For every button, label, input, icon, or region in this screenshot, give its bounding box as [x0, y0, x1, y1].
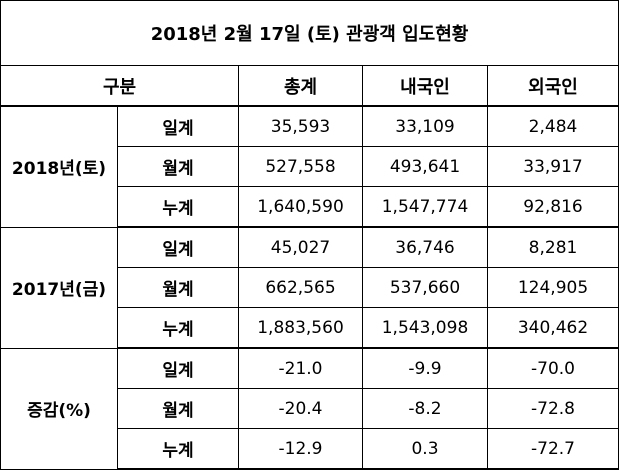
value-cell: 1,640,590: [238, 186, 363, 228]
table-row: 구분 총계 내국인 외국인: [0, 65, 619, 107]
row-label: 일계: [117, 347, 239, 389]
value-cell: -12.9: [238, 428, 363, 470]
table-row: 누계 1,883,560 1,543,098 340,462: [1, 307, 619, 349]
value-cell: 537,660: [362, 267, 488, 308]
value-cell: 124,905: [486, 267, 619, 308]
group-label: 2018년(토): [0, 105, 118, 228]
value-cell: -72.8: [486, 388, 619, 429]
row-label: 월계: [117, 267, 239, 308]
value-cell: 527,558: [238, 146, 363, 187]
table-title: 2018년 2월 17일 (토) 관광객 입도현황: [0, 0, 619, 66]
row-label: 일계: [117, 105, 239, 147]
column-header: 내국인: [362, 65, 488, 107]
value-cell: -21.0: [238, 347, 363, 389]
value-cell: 493,641: [362, 146, 488, 187]
table-row: 2017년(금) 일계 45,027 36,746 8,281: [0, 226, 619, 349]
row-label: 누계: [117, 428, 239, 470]
group-label: 증감(%): [0, 347, 118, 470]
table-row: 증감(%) 일계 -21.0 -9.9 -70.0: [0, 347, 619, 470]
value-cell: 1,547,774: [362, 186, 488, 228]
table-row: 누계 1,640,590 1,547,774 92,816: [1, 186, 619, 228]
table-row: 월계 527,558 493,641 33,917: [1, 146, 619, 187]
value-cell: -72.7: [486, 428, 619, 470]
group-label: 2017년(금): [0, 226, 118, 349]
row-label: 일계: [117, 226, 239, 268]
value-cell: -70.0: [486, 347, 619, 389]
value-cell: 8,281: [486, 226, 619, 268]
table-row: 월계 662,565 537,660 124,905: [1, 267, 619, 308]
column-header: 구분: [0, 65, 239, 107]
value-cell: 1,883,560: [238, 307, 363, 349]
row-label: 월계: [117, 388, 239, 429]
value-cell: 92,816: [486, 186, 619, 228]
value-cell: 340,462: [486, 307, 619, 349]
row-label: 누계: [117, 186, 239, 228]
value-cell: 45,027: [238, 226, 363, 268]
table-row: 누계 -12.9 0.3 -72.7: [1, 428, 619, 470]
value-cell: 36,746: [362, 226, 488, 268]
table-row: 2018년(토) 일계 35,593 33,109 2,484: [0, 105, 619, 228]
column-header: 총계: [238, 65, 363, 107]
value-cell: 35,593: [238, 105, 363, 147]
value-cell: -9.9: [362, 347, 488, 389]
column-header: 외국인: [486, 65, 619, 107]
table-row: 2018년 2월 17일 (토) 관광객 입도현황: [0, 0, 619, 66]
table-row: 월계 -20.4 -8.2 -72.8: [1, 388, 619, 429]
value-cell: -8.2: [362, 388, 488, 429]
value-cell: 1,543,098: [362, 307, 488, 349]
value-cell: 33,109: [362, 105, 488, 147]
value-cell: 0.3: [362, 428, 488, 470]
value-cell: 662,565: [238, 267, 363, 308]
row-label: 누계: [117, 307, 239, 349]
value-cell: 33,917: [486, 146, 619, 187]
value-cell: -20.4: [238, 388, 363, 429]
row-label: 월계: [117, 146, 239, 187]
value-cell: 2,484: [486, 105, 619, 147]
